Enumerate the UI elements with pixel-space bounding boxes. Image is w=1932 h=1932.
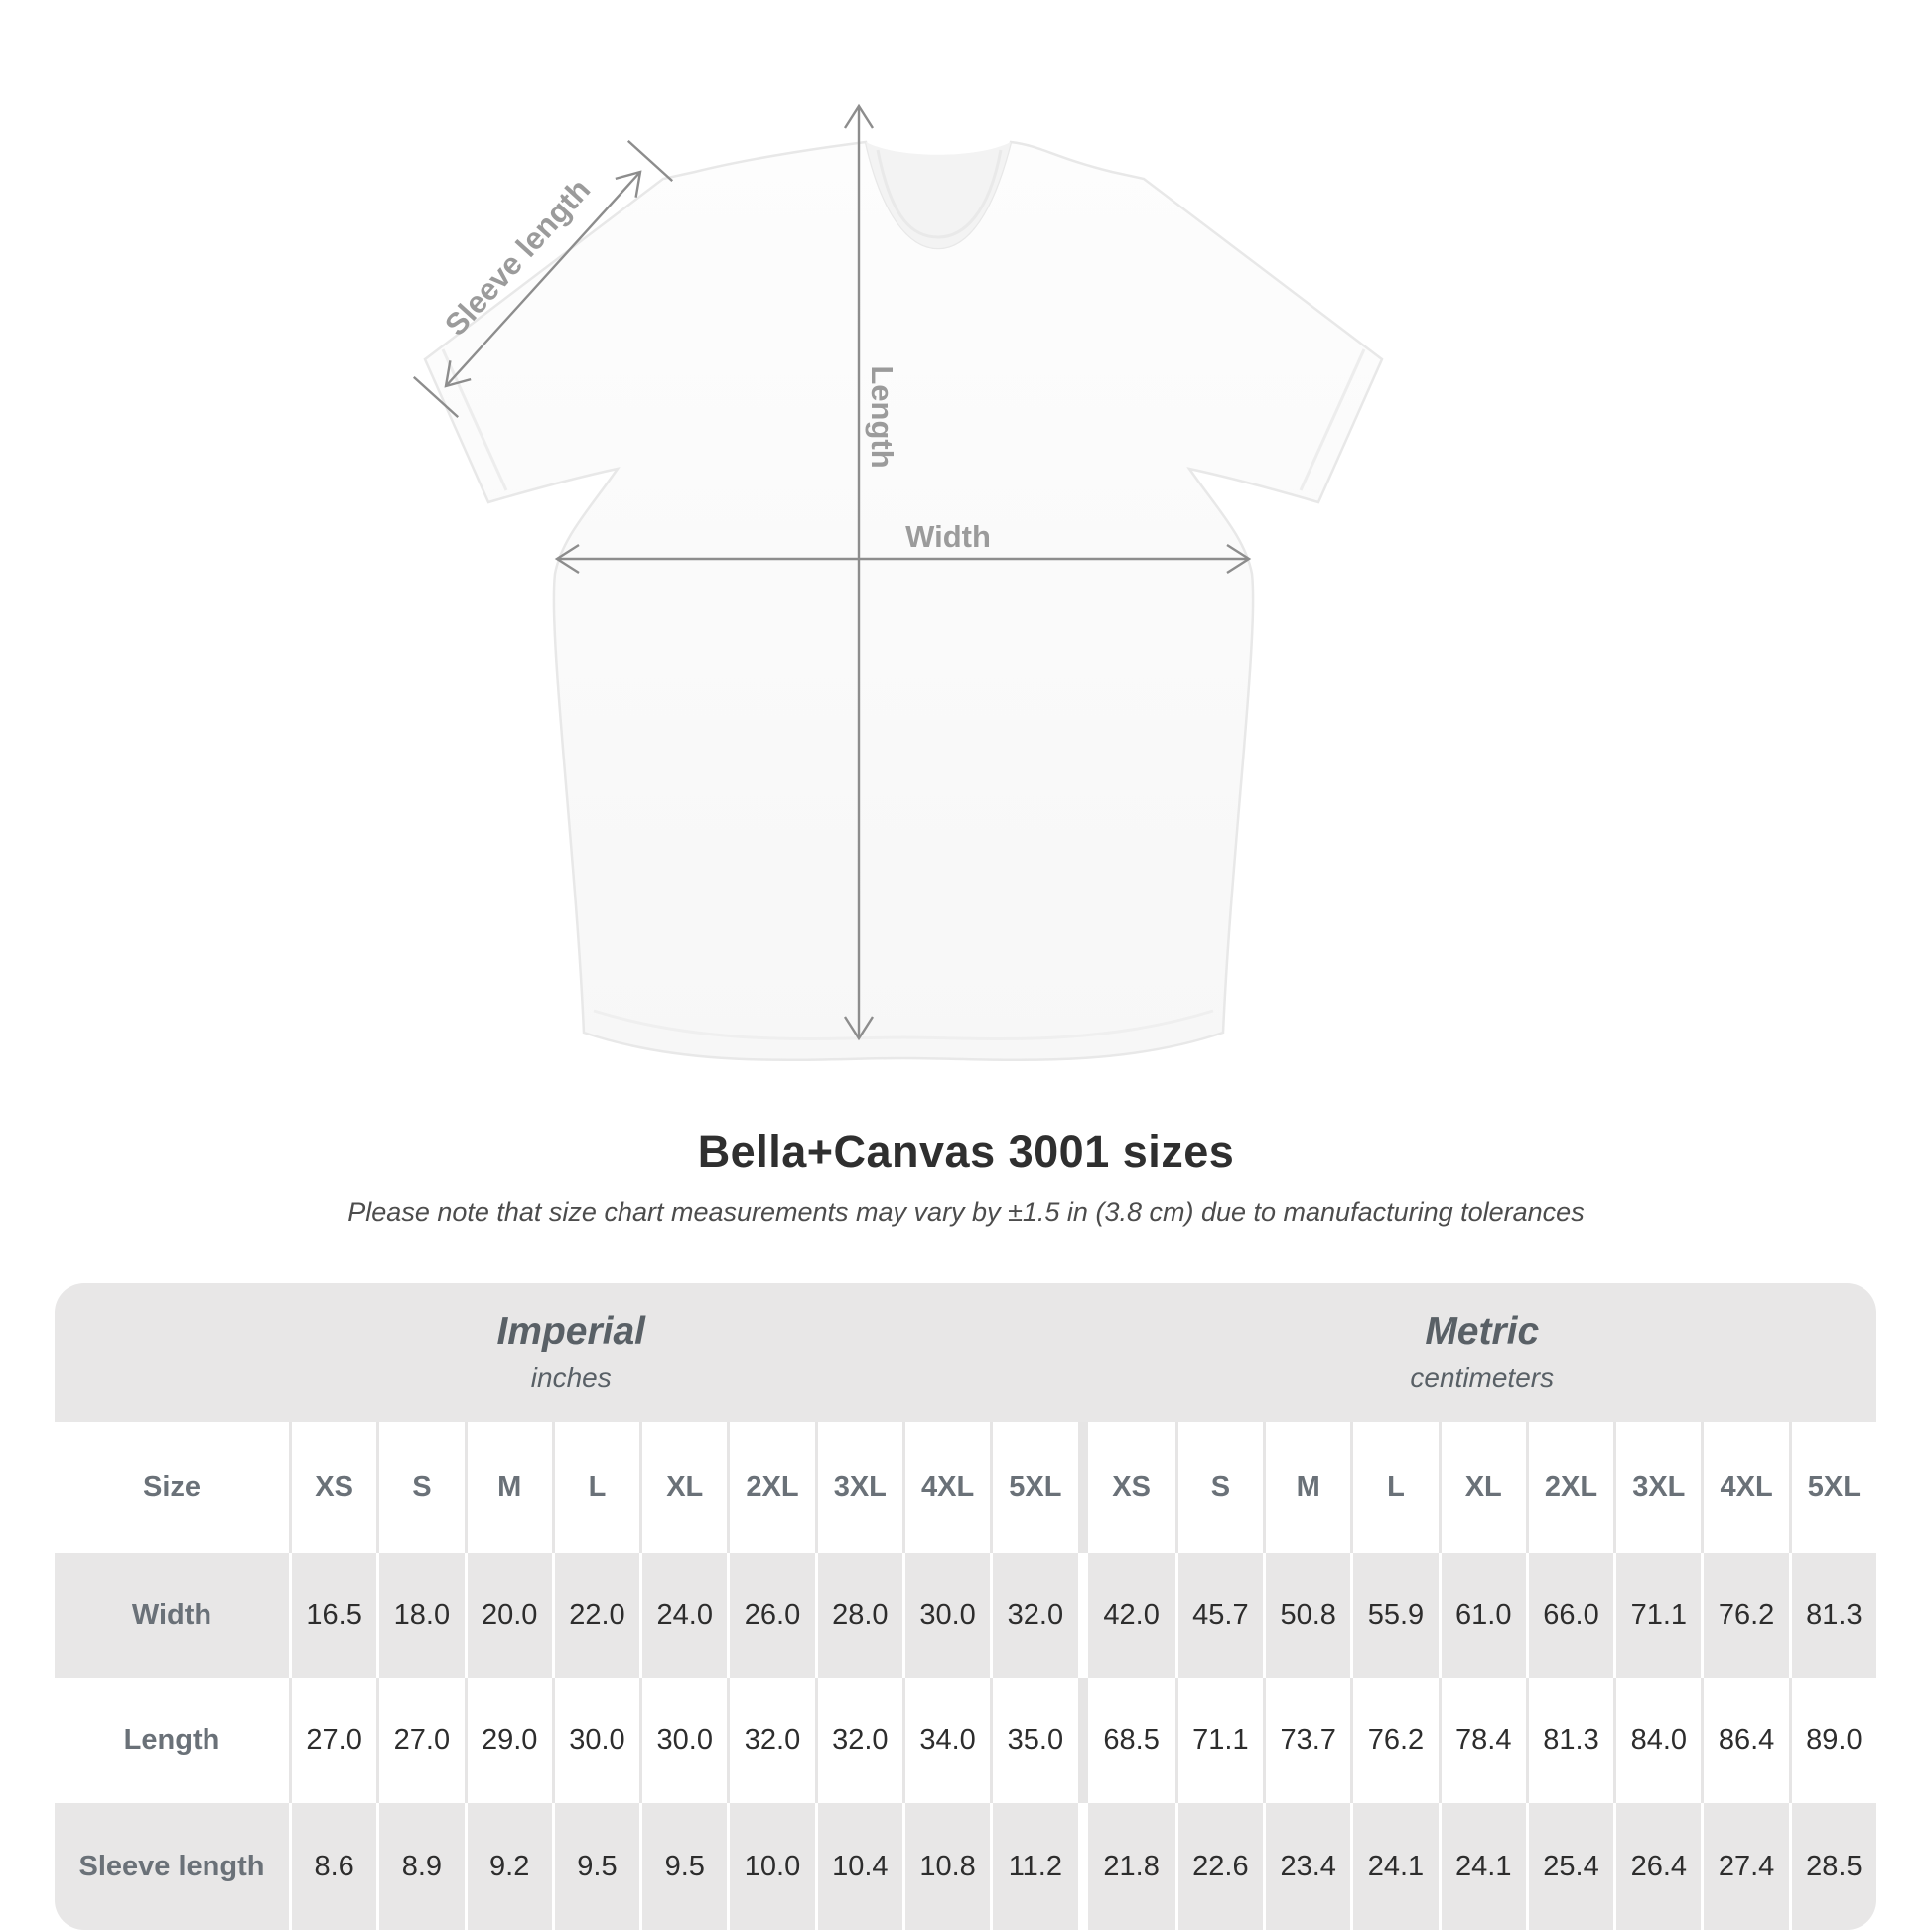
unit-divider [1077, 1803, 1088, 1930]
unit-group-metric: Metric centimeters [1087, 1283, 1876, 1422]
value-metric-2XL: 66.0 [1525, 1553, 1614, 1678]
size-header-metric-5XL: 5XL [1788, 1422, 1876, 1553]
unit-group-unit: centimeters [1410, 1362, 1555, 1393]
value-imperial-4XL: 30.0 [901, 1553, 991, 1678]
size-chart-table: Imperial inches Metric centimeters Size XS S M L… [55, 1283, 1876, 1930]
value-imperial-2XL: 26.0 [727, 1553, 815, 1678]
size-header-imperial-XL: XL [639, 1422, 728, 1553]
value-metric-S: 45.7 [1174, 1553, 1264, 1678]
tshirt-illustration [423, 140, 1384, 1062]
value-metric-XL: 78.4 [1438, 1678, 1526, 1803]
value-imperial-XS: 16.5 [289, 1553, 377, 1678]
value-metric-XS: 68.5 [1087, 1678, 1175, 1803]
width-arrow [554, 543, 1252, 575]
unit-group-name: Imperial [496, 1311, 646, 1353]
unit-divider [1077, 1678, 1088, 1803]
value-imperial-4XL: 10.8 [901, 1803, 991, 1930]
page-title: Bella+Canvas 3001 sizes [697, 1126, 1235, 1176]
value-metric-M: 73.7 [1263, 1678, 1351, 1803]
value-metric-3XL: 26.4 [1613, 1803, 1702, 1930]
value-imperial-3XL: 28.0 [814, 1553, 902, 1678]
value-imperial-L: 30.0 [551, 1678, 640, 1803]
value-imperial-XS: 27.0 [289, 1678, 377, 1803]
row-label: Sleeve length [55, 1803, 289, 1930]
value-metric-S: 71.1 [1174, 1678, 1264, 1803]
value-metric-5XL: 28.5 [1788, 1803, 1876, 1930]
size-header-imperial-5XL: 5XL [990, 1422, 1078, 1553]
value-imperial-4XL: 34.0 [901, 1678, 991, 1803]
size-header-metric-L: L [1350, 1422, 1439, 1553]
value-imperial-3XL: 32.0 [814, 1678, 902, 1803]
tolerance-note: Please note that size chart measurements… [347, 1197, 1585, 1227]
value-imperial-5XL: 11.2 [990, 1803, 1078, 1930]
value-imperial-XL: 24.0 [639, 1553, 728, 1678]
collar [866, 142, 1011, 248]
value-imperial-M: 20.0 [464, 1553, 552, 1678]
value-imperial-S: 8.9 [376, 1803, 465, 1930]
value-imperial-S: 27.0 [376, 1678, 465, 1803]
size-header-metric-XS: XS [1087, 1422, 1175, 1553]
value-imperial-5XL: 35.0 [990, 1678, 1078, 1803]
size-header-metric-4XL: 4XL [1701, 1422, 1789, 1553]
size-header-metric-S: S [1174, 1422, 1264, 1553]
value-imperial-2XL: 32.0 [727, 1678, 815, 1803]
value-metric-M: 23.4 [1263, 1803, 1351, 1930]
size-header-imperial-2XL: 2XL [727, 1422, 815, 1553]
width-label: Width [905, 519, 991, 554]
value-metric-XL: 61.0 [1438, 1553, 1526, 1678]
size-column-header: Size [55, 1422, 289, 1553]
value-imperial-L: 22.0 [551, 1553, 640, 1678]
size-header-imperial-XS: XS [289, 1422, 377, 1553]
sleeve-length-arrow [412, 139, 674, 419]
unit-divider [1077, 1553, 1088, 1678]
value-imperial-5XL: 32.0 [990, 1553, 1078, 1678]
value-imperial-L: 9.5 [551, 1803, 640, 1930]
value-metric-5XL: 81.3 [1788, 1553, 1876, 1678]
value-metric-2XL: 81.3 [1525, 1678, 1614, 1803]
value-metric-5XL: 89.0 [1788, 1678, 1876, 1803]
tshirt-diagram: Sleeve length Length Width [412, 103, 1384, 1062]
size-header-metric-2XL: 2XL [1525, 1422, 1614, 1553]
value-imperial-M: 9.2 [464, 1803, 552, 1930]
value-metric-M: 50.8 [1263, 1553, 1351, 1678]
size-header-imperial-3XL: 3XL [814, 1422, 902, 1553]
value-metric-2XL: 25.4 [1525, 1803, 1614, 1930]
value-imperial-M: 29.0 [464, 1678, 552, 1803]
size-header-metric-XL: XL [1438, 1422, 1526, 1553]
size-header-imperial-L: L [551, 1422, 640, 1553]
value-imperial-3XL: 10.4 [814, 1803, 902, 1930]
value-metric-XL: 24.1 [1438, 1803, 1526, 1930]
size-header-imperial-M: M [464, 1422, 552, 1553]
size-header-metric-M: M [1263, 1422, 1351, 1553]
unit-group-imperial: Imperial inches [55, 1283, 1088, 1422]
value-metric-4XL: 76.2 [1701, 1553, 1789, 1678]
unit-group-unit: inches [530, 1362, 612, 1393]
length-arrow [843, 103, 875, 1041]
size-header-metric-3XL: 3XL [1613, 1422, 1702, 1553]
size-header-imperial-4XL: 4XL [901, 1422, 991, 1553]
row-label: Length [55, 1678, 289, 1803]
value-metric-XS: 21.8 [1087, 1803, 1175, 1930]
value-imperial-XL: 30.0 [639, 1678, 728, 1803]
value-metric-3XL: 84.0 [1613, 1678, 1702, 1803]
unit-group-name: Metric [1425, 1311, 1540, 1353]
value-metric-L: 24.1 [1350, 1803, 1439, 1930]
value-imperial-XL: 9.5 [639, 1803, 728, 1930]
value-metric-3XL: 71.1 [1613, 1553, 1702, 1678]
value-metric-L: 76.2 [1350, 1678, 1439, 1803]
length-label: Length [865, 365, 899, 468]
value-metric-XS: 42.0 [1087, 1553, 1175, 1678]
value-imperial-XS: 8.6 [289, 1803, 377, 1930]
value-metric-L: 55.9 [1350, 1553, 1439, 1678]
row-label: Width [55, 1553, 289, 1678]
unit-divider [1077, 1422, 1088, 1553]
value-imperial-2XL: 10.0 [727, 1803, 815, 1930]
value-metric-4XL: 27.4 [1701, 1803, 1789, 1930]
value-metric-4XL: 86.4 [1701, 1678, 1789, 1803]
value-metric-S: 22.6 [1174, 1803, 1264, 1930]
value-imperial-S: 18.0 [376, 1553, 465, 1678]
size-header-imperial-S: S [376, 1422, 465, 1553]
